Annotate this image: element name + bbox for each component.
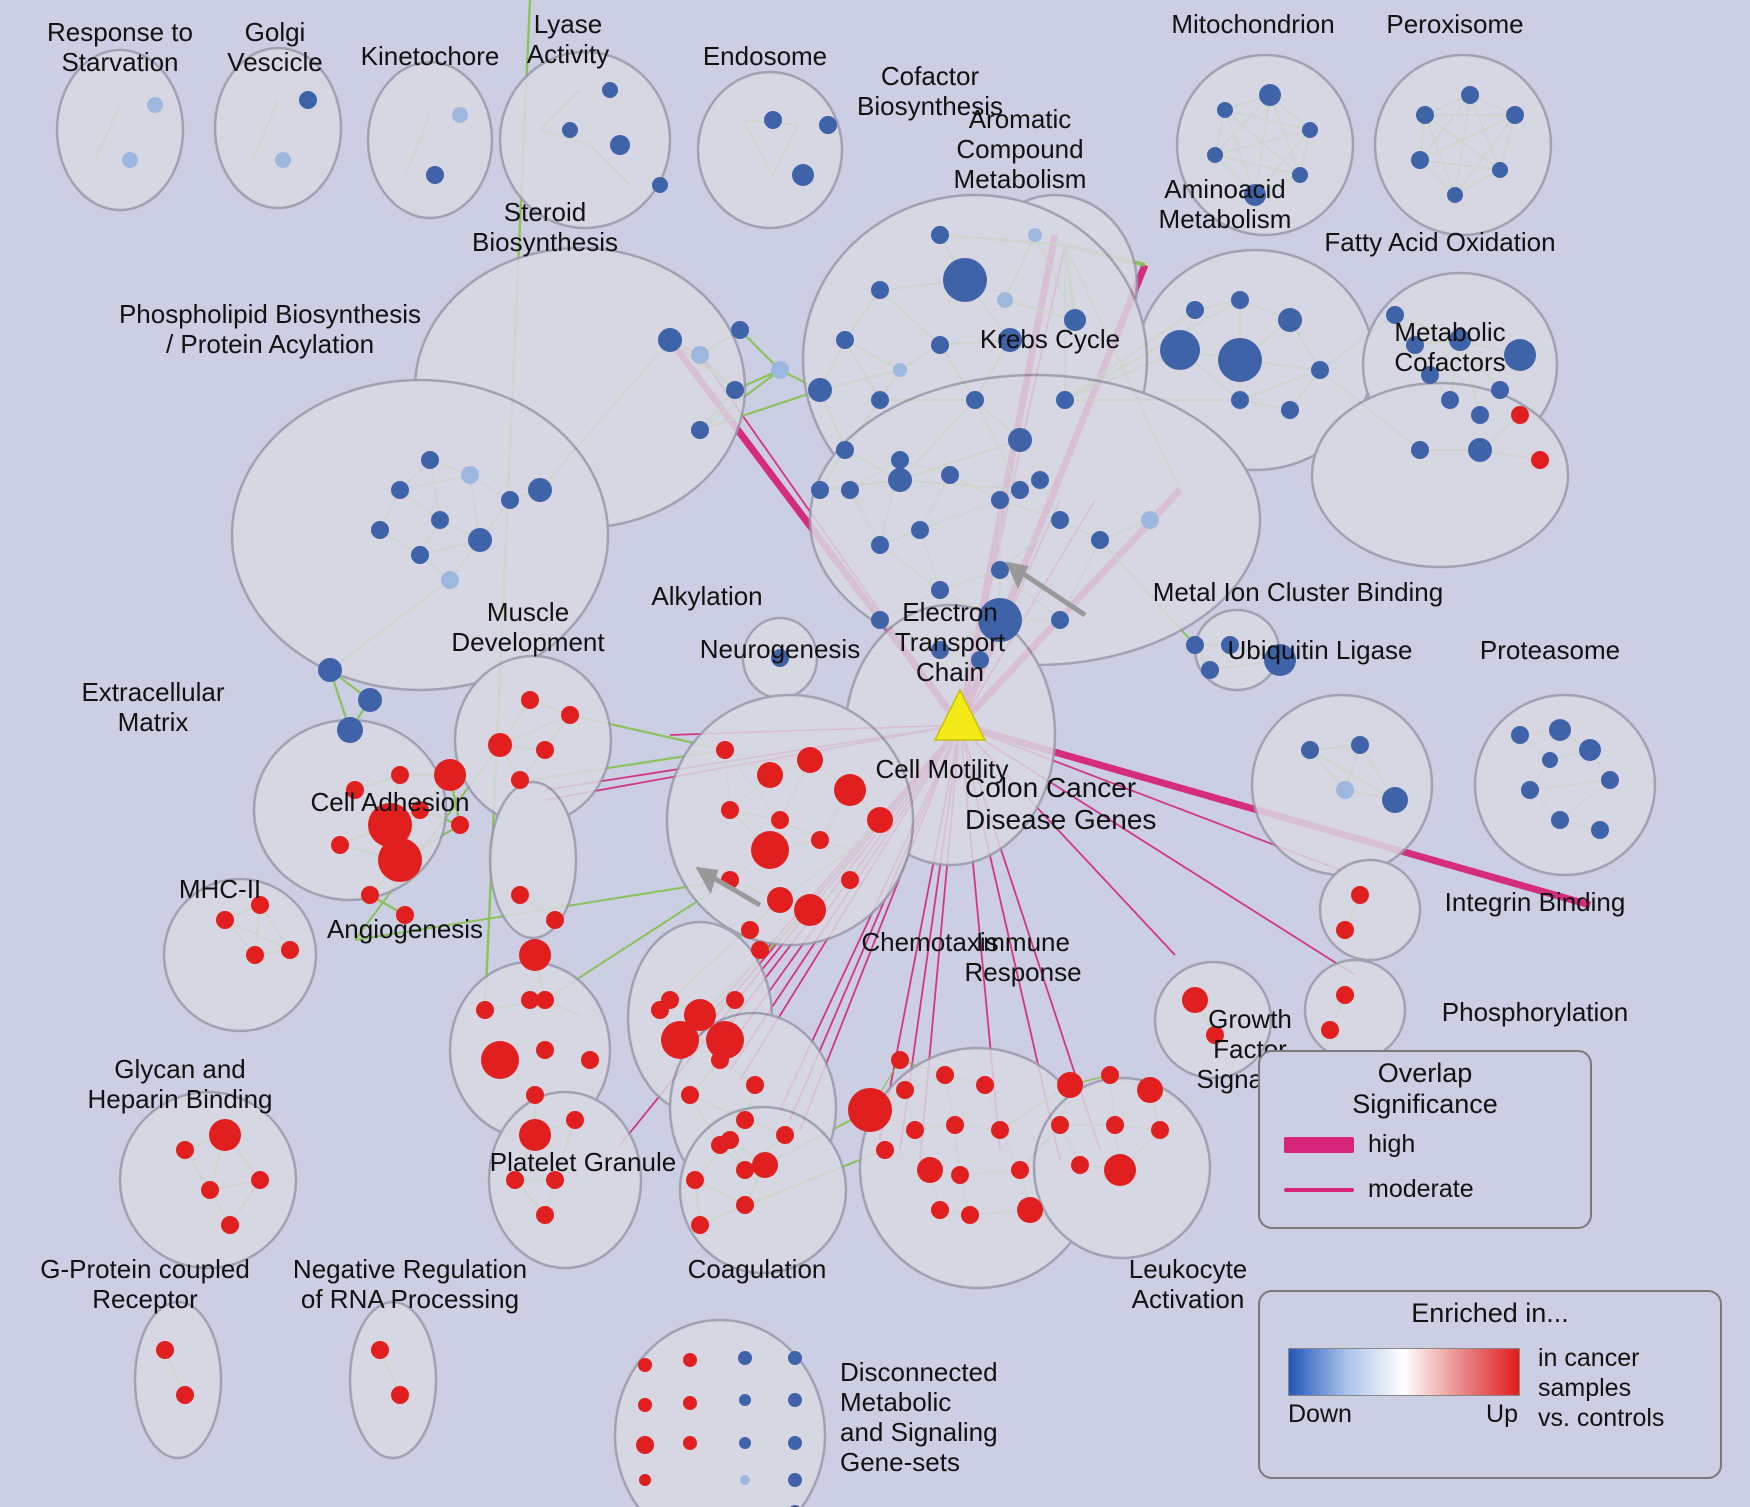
label-alkylation: Alkylation [617, 582, 797, 612]
label-fatty-acid-oxidation: Fatty Acid Oxidation [1290, 228, 1590, 258]
legend-significance-title: Overlap Significance [1260, 1058, 1590, 1120]
legend-caption: in cancer samples vs. controls [1538, 1343, 1664, 1433]
label-gprotein-coupled: G-Protein coupled Receptor [20, 1255, 270, 1315]
legend-gradient-box: Enriched in... Down Up in cancer samples… [1258, 1290, 1722, 1479]
label-phospholipid: Phospholipid Biosynthesis / Protein Acyl… [60, 300, 480, 360]
legend-label-high: high [1368, 1130, 1415, 1159]
legend-gradient-title: Enriched in... [1260, 1298, 1720, 1329]
label-neg-reg-rna: Negative Regulation of RNA Processing [260, 1255, 560, 1315]
legend-significance-box: Overlap Significance high moderate [1258, 1050, 1592, 1229]
label-cofactor-biosynthesis: Cofactor Biosynthesis [790, 62, 1070, 122]
legend-gradient-bar: Down Up [1288, 1348, 1520, 1429]
label-integrin-binding: Integrin Binding [1395, 888, 1675, 918]
label-ubiquitin-ligase: Ubiquitin Ligase [1210, 636, 1430, 666]
legend-row-moderate: moderate [1284, 1175, 1590, 1204]
label-glycan-heparin: Glycan and Heparin Binding [55, 1055, 305, 1115]
label-angiogenesis: Angiogenesis [315, 915, 495, 945]
label-krebs-cycle: Krebs Cycle [940, 325, 1160, 355]
label-platelet-granule: Platelet Granule [473, 1148, 693, 1178]
label-proteasome: Proteasome [1440, 636, 1660, 666]
label-metabolic-cofactors: Metabolic Cofactors [1320, 318, 1580, 378]
label-coagulation: Coagulation [657, 1255, 857, 1285]
legend-swatch-moderate [1284, 1188, 1354, 1192]
label-colon-cancer-hub: Colon Cancer Disease Genes [965, 772, 1225, 836]
legend-row-high: high [1284, 1130, 1590, 1159]
legend-label-moderate: moderate [1368, 1175, 1474, 1204]
label-metal-ion-cluster-binding: Metal Ion Cluster Binding [1148, 578, 1448, 608]
label-disconnected: Disconnected Metabolic and Signaling Gen… [840, 1358, 1120, 1478]
legend-label-up: Up [1486, 1400, 1518, 1429]
label-mhc2: MHC-II [130, 875, 310, 905]
label-neurogenesis: Neurogenesis [670, 635, 890, 665]
network-diagram: 1000"/> [0, 0, 1750, 1507]
legend-swatch-high [1284, 1137, 1354, 1153]
label-extracellular-matrix: Extracellular Matrix [48, 678, 258, 738]
label-muscle-development: Muscle Development [423, 598, 633, 658]
label-lyase-activity: Lyase Activity [458, 10, 678, 70]
label-aminoacid-metabolism: Aminoacid Metabolism [1095, 175, 1355, 235]
label-steroid-biosynthesis: Steroid Biosynthesis [405, 198, 685, 258]
label-peroxisome: Peroxisome [1330, 10, 1580, 40]
label-immune-response: Immune Response [913, 928, 1133, 988]
label-phosphorylation: Phosphorylation [1395, 998, 1675, 1028]
legend-label-down: Down [1288, 1400, 1352, 1429]
label-cell-adhesion: Cell Adhesion [300, 788, 480, 818]
